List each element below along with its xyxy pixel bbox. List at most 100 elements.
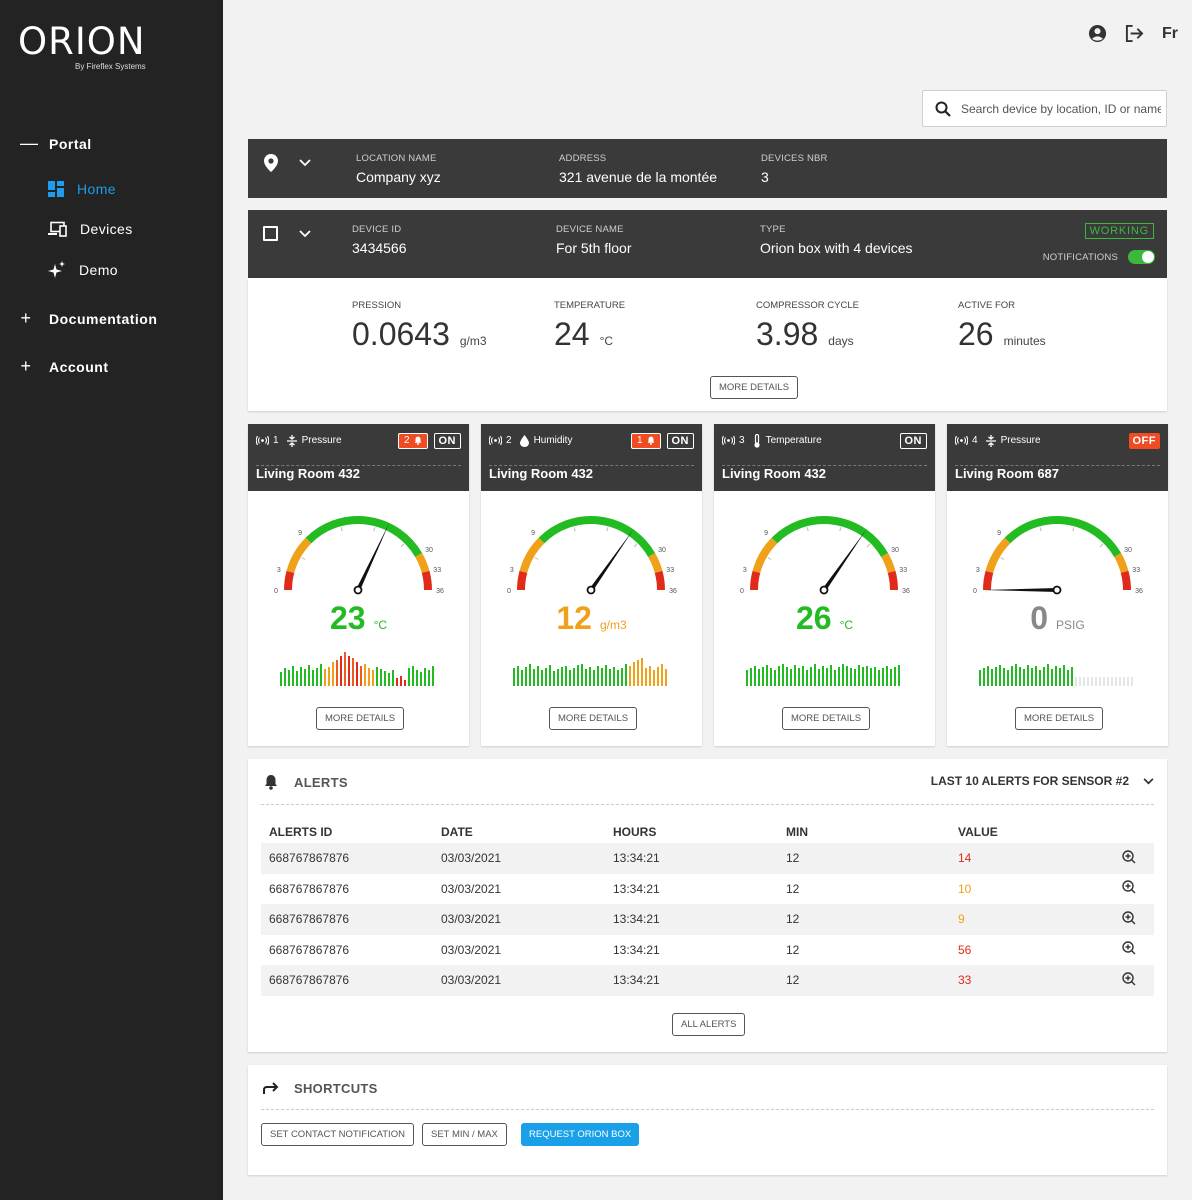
cell-hours: 13:34:21	[613, 881, 660, 896]
history-bar	[1119, 677, 1121, 686]
reading-value: 23	[329, 600, 366, 636]
history-bar	[529, 664, 531, 686]
device-checkbox[interactable]	[263, 226, 278, 241]
history-bars	[979, 658, 1133, 686]
history-bar	[348, 656, 350, 686]
history-bar	[296, 671, 298, 686]
field-caption: TYPE	[760, 224, 786, 235]
history-bar	[408, 668, 410, 686]
gauge-tick-label: 0	[507, 588, 511, 595]
nav-section-documentation[interactable]: + Documentation	[20, 308, 157, 329]
history-bar	[846, 666, 848, 686]
zoom-in-icon[interactable]	[1122, 941, 1136, 955]
gauge-arc-segment	[983, 570, 994, 591]
account-icon[interactable]	[1088, 24, 1107, 43]
sensor-state-badge[interactable]: OFF	[1128, 432, 1160, 449]
nav-section-account[interactable]: + Account	[20, 356, 109, 377]
history-bar	[1115, 677, 1117, 686]
zoom-in-icon[interactable]	[1122, 911, 1136, 925]
signal-icon	[489, 436, 502, 445]
gauge-tick-label: 36	[669, 588, 677, 595]
cell-id: 668767867876	[261, 904, 433, 935]
address-field: ADDRESS 321 avenue de la montée	[559, 153, 717, 185]
history-bar	[1007, 670, 1009, 686]
search-input[interactable]	[961, 101, 1161, 116]
history-bar	[842, 664, 844, 686]
gauge-arc-segment	[421, 570, 432, 591]
history-bar	[1111, 677, 1113, 686]
device-name-field: DEVICE NAME For 5th floor	[556, 224, 631, 256]
chevron-down-icon[interactable]	[299, 230, 311, 238]
sidebar-item-devices[interactable]: Devices	[48, 221, 133, 237]
more-details-button[interactable]: MORE DETAILS	[710, 376, 799, 399]
history-bar	[581, 664, 583, 686]
table-row: 668767867876 03/03/2021 13:34:21 12 10	[261, 874, 1154, 905]
set-contact-notification-button[interactable]: SET CONTACT NOTIFICATION	[261, 1123, 414, 1146]
gauge-minor-tick	[767, 557, 772, 560]
sensor-type-label: Pressure	[301, 435, 342, 446]
cell-value: 56	[958, 942, 972, 957]
nav-section-portal[interactable]: — Portal	[20, 133, 92, 154]
sensor-type-label: Humidity	[533, 435, 573, 446]
history-bar	[517, 666, 519, 686]
gauge-tick-label: 33	[433, 567, 441, 574]
gauge-tick-label: 33	[666, 567, 674, 574]
history-bar	[1107, 677, 1109, 686]
sensor-state-badge[interactable]: ON	[666, 432, 694, 449]
alert-count-badge[interactable]: 2	[397, 432, 428, 449]
gauge: 0 3 9 30 33 36	[973, 516, 1143, 595]
history-bar	[1035, 666, 1037, 686]
all-alerts-button[interactable]: ALL ALERTS	[672, 1013, 746, 1036]
cell-id: 668767867876	[269, 942, 350, 957]
language-toggle[interactable]: Fr	[1162, 24, 1178, 42]
history-bar	[850, 668, 852, 686]
history-bars	[280, 652, 434, 686]
history-bar	[661, 664, 663, 686]
more-details-button[interactable]: MORE DETAILS	[782, 707, 871, 730]
alerts-filter-dropdown[interactable]: LAST 10 ALERTS FOR SENSOR #2	[931, 774, 1154, 788]
bell-icon	[647, 436, 654, 445]
history-bar	[746, 670, 748, 686]
more-details-button[interactable]: MORE DETAILS	[549, 707, 638, 730]
alert-count-badge[interactable]: 1	[630, 432, 661, 449]
sensor-badges: 2 ON	[397, 432, 461, 449]
history-bar	[1015, 664, 1017, 686]
zoom-in-icon[interactable]	[1122, 850, 1136, 864]
metric-unit: days	[828, 334, 854, 348]
field-caption: ADDRESS	[559, 153, 607, 164]
history-bar	[774, 670, 776, 686]
alert-count: 1	[636, 435, 643, 446]
history-bar	[1023, 669, 1025, 686]
zoom-in-icon[interactable]	[1122, 880, 1136, 894]
metric-unit: minutes	[1003, 334, 1046, 348]
gauge-arc-segment	[286, 537, 312, 574]
history-bar	[625, 664, 627, 686]
gauge-minor-tick	[373, 527, 376, 532]
sensor-type: Humidity	[519, 434, 573, 447]
metric-value: 0.0643	[352, 316, 450, 352]
history-bar	[392, 670, 394, 686]
search-box[interactable]	[922, 90, 1167, 127]
reading-value: 26	[795, 600, 832, 636]
gauge-tick-label: 3	[976, 567, 980, 574]
sensor-number: 3	[739, 435, 745, 446]
notifications-toggle[interactable]	[1128, 250, 1155, 264]
logout-icon[interactable]	[1125, 24, 1144, 43]
sidebar-item-demo[interactable]: Demo	[48, 261, 118, 279]
more-details-button[interactable]: MORE DETAILS	[316, 707, 405, 730]
request-orion-box-button[interactable]: REQUEST ORION BOX	[521, 1123, 640, 1146]
sensor-state-badge[interactable]: ON	[899, 432, 927, 449]
reading-value: 12	[556, 600, 592, 636]
chevron-down-icon[interactable]	[299, 159, 311, 167]
set-min-max-button[interactable]: SET MIN / MAX	[422, 1123, 507, 1146]
more-details-button[interactable]: MORE DETAILS	[1015, 707, 1104, 730]
sensor-reading: 23 °C	[248, 600, 469, 637]
sidebar-item-home[interactable]: Home	[48, 181, 116, 197]
cell-date: 03/03/2021	[441, 942, 502, 957]
logo[interactable]: ORION By Fireflex Systems	[18, 22, 146, 72]
history-bar	[1123, 677, 1125, 686]
sensor-state-badge[interactable]: ON	[433, 432, 461, 449]
gauge-minor-tick	[1039, 527, 1042, 532]
bell-icon	[265, 775, 277, 790]
zoom-in-icon[interactable]	[1122, 972, 1136, 986]
